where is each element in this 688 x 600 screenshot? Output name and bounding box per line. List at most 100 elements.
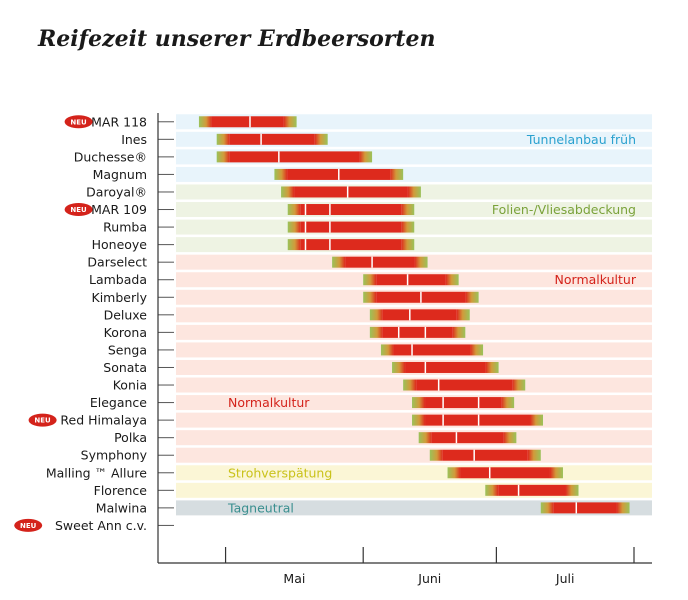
bar-body: [382, 326, 453, 338]
bar-start-cap: [485, 484, 499, 496]
new-badge-shape: [64, 115, 93, 129]
row-label: Lambada: [89, 272, 147, 287]
bar-end-cap: [456, 309, 470, 321]
section-band: [176, 166, 652, 182]
new-badge-text: NEU: [70, 118, 87, 126]
bar-start-cap: [216, 133, 230, 145]
section-band: [176, 482, 652, 498]
bar-end-cap: [527, 449, 541, 461]
bar-body: [553, 502, 617, 514]
section-label: Folien-/Vliesabdeckung: [492, 202, 636, 217]
row-label: Elegance: [90, 395, 147, 410]
ripening-bar: [392, 361, 499, 373]
bar-start-cap: [412, 414, 426, 426]
bar-end-cap: [401, 204, 415, 216]
bar-start-cap: [287, 239, 301, 251]
ripening-bar: [363, 274, 459, 286]
row-label: Senga: [108, 342, 147, 357]
bar-start-cap: [540, 502, 554, 514]
row-label: Red Himalaya: [60, 413, 147, 428]
new-badge-text: NEU: [34, 417, 51, 425]
new-badge-text: NEU: [20, 522, 37, 530]
bar-end-cap: [414, 256, 428, 268]
bar-end-cap: [314, 133, 328, 145]
section-label-secondary: Normalkultur: [228, 395, 310, 410]
bar-body: [425, 414, 530, 426]
new-badge-shape: [28, 413, 57, 427]
section-band: [176, 430, 652, 446]
bar-end-cap: [401, 221, 415, 233]
ripening-bar: [429, 449, 541, 461]
bar-start-cap: [369, 326, 383, 338]
bar-body: [300, 239, 402, 251]
bar-start-cap: [287, 221, 301, 233]
bar-body: [442, 449, 528, 461]
section-label: Tagneutral: [227, 500, 294, 515]
bar-end-cap: [503, 432, 517, 444]
ripening-bar: [412, 397, 515, 409]
new-badge-text: NEU: [70, 206, 87, 214]
bar-end-cap: [359, 151, 373, 163]
row-label: MAR 118: [91, 114, 147, 129]
month-label: Juni: [417, 571, 441, 586]
bar-body: [431, 432, 504, 444]
ripening-bar: [540, 502, 630, 514]
bar-end-cap: [470, 344, 484, 356]
section-band: [176, 447, 652, 463]
row-label: Polka: [114, 430, 147, 445]
month-label: Mai: [283, 571, 305, 586]
row-label: Korona: [104, 325, 147, 340]
bar-end-cap: [512, 379, 526, 391]
bar-end-cap: [549, 467, 563, 479]
bar-end-cap: [401, 239, 415, 251]
bar-end-cap: [283, 116, 297, 128]
bar-start-cap: [274, 168, 288, 180]
bar-end-cap: [445, 274, 459, 286]
new-badge: NEU: [28, 413, 57, 427]
bar-body: [498, 484, 566, 496]
row-label: Ines: [121, 132, 147, 147]
bar-body: [229, 151, 360, 163]
row-label: Darselect: [87, 255, 147, 270]
section-label: Tunnelanbau früh: [526, 132, 636, 147]
ripening-bar: [281, 186, 421, 198]
new-badge: NEU: [64, 203, 93, 217]
ripening-bar: [447, 467, 563, 479]
row-label: MAR 109: [91, 202, 147, 217]
section-label: Normalkultur: [555, 272, 637, 287]
bar-body: [416, 379, 513, 391]
ripening-bar: [369, 309, 470, 321]
bar-body: [382, 309, 457, 321]
row-label: Deluxe: [104, 307, 148, 322]
ripening-bar: [412, 414, 543, 426]
section-band: [176, 500, 652, 516]
ripening-bar: [287, 221, 415, 233]
ripening-bar: [216, 151, 373, 163]
ripening-bar: [485, 484, 579, 496]
bar-start-cap: [447, 467, 461, 479]
ripening-bar: [332, 256, 428, 268]
row-label: Konia: [113, 378, 147, 393]
month-label: Juli: [555, 571, 575, 586]
bar-start-cap: [287, 204, 301, 216]
bar-start-cap: [281, 186, 295, 198]
row-label: Rumba: [103, 220, 147, 235]
bar-start-cap: [380, 344, 394, 356]
ripening-bar: [287, 204, 415, 216]
row-label: Magnum: [93, 167, 147, 182]
row-label: Kimberly: [92, 290, 148, 305]
ripening-bar: [274, 168, 404, 180]
bar-body: [345, 256, 415, 268]
new-badge-shape: [14, 518, 43, 532]
bar-end-cap: [390, 168, 404, 180]
bar-start-cap: [363, 274, 377, 286]
row-label: Duchesse®: [74, 149, 147, 164]
ripening-bar: [287, 239, 415, 251]
row-label: Malwina: [96, 500, 147, 515]
row-label: Sonata: [103, 360, 147, 375]
bar-start-cap: [429, 449, 443, 461]
bar-start-cap: [198, 116, 212, 128]
bar-end-cap: [616, 502, 630, 514]
bar-end-cap: [565, 484, 579, 496]
bar-end-cap: [465, 291, 479, 303]
